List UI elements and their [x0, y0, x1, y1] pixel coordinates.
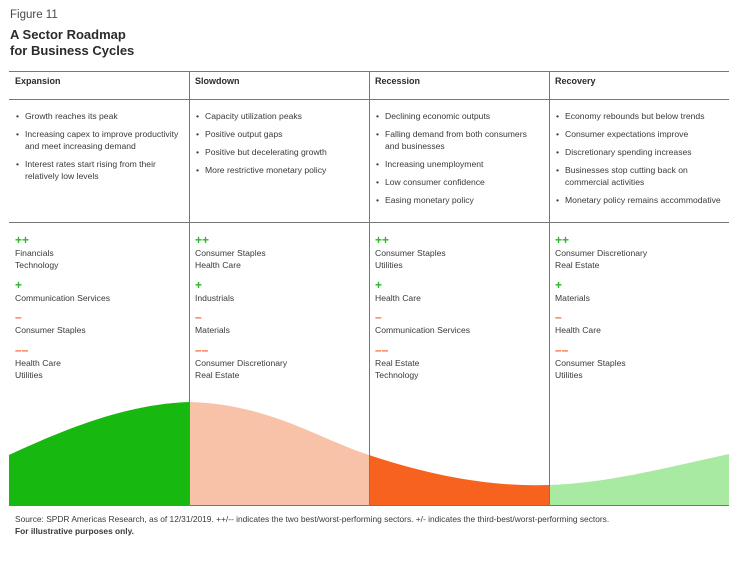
minus-group: – Communication Services — [375, 311, 545, 336]
sector-name: Materials — [195, 325, 230, 335]
source-text: Source: SPDR Americas Research, as of 12… — [15, 514, 610, 524]
curve-recession — [369, 455, 549, 506]
sector-name: Utilities — [15, 370, 43, 380]
bullet-item: • Easing monetary policy — [376, 195, 474, 205]
double-plus-group: ++ Financials Technology — [15, 234, 185, 271]
sector-name: Consumer Discretionary — [195, 358, 288, 368]
minus-sign: – — [15, 310, 22, 324]
sector-name: Consumer Discretionary — [555, 248, 648, 258]
plus-group: + Industrials — [195, 279, 365, 304]
sector-name: Technology — [15, 260, 59, 270]
minus-group: – Consumer Staples — [15, 311, 185, 336]
plus-group: + Materials — [555, 279, 725, 304]
plus-sign: + — [375, 278, 383, 292]
double-plus-sign: ++ — [195, 233, 210, 247]
curve-recovery — [549, 454, 729, 506]
sector-name: Health Care — [15, 358, 61, 368]
roadmap-table: Expansion • Growth reaches its peak • Incr… — [9, 71, 729, 506]
sector-name: Consumer Staples — [195, 248, 266, 258]
minus-sign: – — [195, 310, 202, 324]
sector-name: Technology — [375, 370, 419, 380]
double-minus-sign: –– — [555, 343, 569, 357]
phase-bullets: • Economy rebounds but below trends • Cons… — [555, 110, 723, 212]
divider-3 — [549, 71, 550, 506]
sector-name: Real Estate — [375, 358, 420, 368]
double-plus-group: ++ Consumer Staples Health Care — [195, 234, 365, 271]
plus-sign: + — [195, 278, 203, 292]
sector-name: Materials — [555, 293, 590, 303]
double-minus-group: –– Consumer Discretionary Real Estate — [195, 344, 365, 381]
double-plus-sign: ++ — [555, 233, 570, 247]
page-title: A Sector Roadmap for Business Cycles — [10, 27, 230, 59]
bullet-item: • Interest rates start rising from their … — [16, 159, 156, 181]
bullet-item: • Positive output gaps — [196, 129, 283, 139]
bullet-item: • Discretionary spending increases — [556, 147, 692, 157]
bullet-item: • Increasing capex to improve productivit… — [16, 129, 179, 151]
bullet-item: • Positive but decelerating growth — [196, 147, 327, 157]
plus-sign: + — [555, 278, 563, 292]
curve-expansion — [9, 402, 189, 506]
business-cycle-curve — [9, 402, 729, 506]
bullet-item: • Growth reaches its peak — [16, 111, 118, 121]
sector-name: Financials — [15, 248, 54, 258]
sector-name: Consumer Staples — [375, 248, 446, 258]
bullet-item: • Monetary policy remains accommodative — [556, 195, 721, 205]
minus-sign: – — [375, 310, 382, 324]
divider-1 — [189, 71, 190, 506]
bullet-item: • Low consumer confidence — [376, 177, 485, 187]
divider-2 — [369, 71, 370, 506]
double-minus-sign: –– — [15, 343, 29, 357]
title-line-2: for Business Cycles — [10, 43, 135, 58]
phase-header: Expansion — [15, 76, 61, 86]
phase-bullets: • Declining economic outputs • Falling dem… — [375, 110, 543, 212]
double-minus-sign: –– — [195, 343, 209, 357]
sector-name: Industrials — [195, 293, 235, 303]
bullet-item: • Businesses stop cutting back on commerc… — [556, 165, 688, 187]
plus-sign: + — [15, 278, 23, 292]
bullet-item: • Increasing unemployment — [376, 159, 484, 169]
sector-name: Communication Services — [15, 293, 111, 303]
sector-name: Health Care — [555, 325, 601, 335]
curve-slowdown — [189, 402, 369, 506]
double-minus-group: –– Health Care Utilities — [15, 344, 185, 381]
bullet-item: • Economy rebounds but below trends — [556, 111, 705, 121]
phase-header: Recovery — [555, 76, 596, 86]
double-plus-group: ++ Consumer Discretionary Real Estate — [555, 234, 725, 271]
source-note: Source: SPDR Americas Research, as of 12… — [15, 513, 735, 537]
figure-label: Figure 11 — [10, 9, 58, 21]
title-line-1: A Sector Roadmap — [10, 27, 126, 42]
sector-name: Consumer Staples — [555, 358, 626, 368]
minus-group: – Health Care — [555, 311, 725, 336]
sector-name: Consumer Staples — [15, 325, 86, 335]
bullet-item: • Falling demand from both consumers and … — [376, 129, 527, 151]
plus-group: + Health Care — [375, 279, 545, 304]
sector-name: Health Care — [375, 293, 421, 303]
bullet-item: • Declining economic outputs — [376, 111, 491, 121]
double-minus-group: –– Consumer Staples Utilities — [555, 344, 725, 381]
bullet-item: • Capacity utilization peaks — [196, 111, 302, 121]
phase-bullets: • Capacity utilization peaks • Positive ou… — [195, 110, 363, 182]
sector-name: Communication Services — [375, 325, 471, 335]
double-plus-sign: ++ — [15, 233, 30, 247]
bullet-item: • More restrictive monetary policy — [196, 165, 327, 175]
sector-name: Real Estate — [555, 260, 600, 270]
double-minus-sign: –– — [375, 343, 389, 357]
double-minus-group: –– Real Estate Technology — [375, 344, 545, 381]
double-plus-group: ++ Consumer Staples Utilities — [375, 234, 545, 271]
sector-name: Real Estate — [195, 370, 240, 380]
sector-name: Utilities — [555, 370, 583, 380]
plus-group: + Communication Services — [15, 279, 185, 304]
phase-bullets: • Growth reaches its peak • Increasing cap… — [15, 110, 183, 188]
double-plus-sign: ++ — [375, 233, 390, 247]
bullet-item: • Consumer expectations improve — [556, 129, 689, 139]
phase-header: Slowdown — [195, 76, 240, 86]
phase-header: Recession — [375, 76, 421, 86]
sector-name: Health Care — [195, 260, 241, 270]
sector-name: Utilities — [375, 260, 403, 270]
disclaimer: For illustrative purposes only. — [15, 526, 134, 536]
minus-sign: – — [555, 310, 562, 324]
minus-group: – Materials — [195, 311, 365, 336]
